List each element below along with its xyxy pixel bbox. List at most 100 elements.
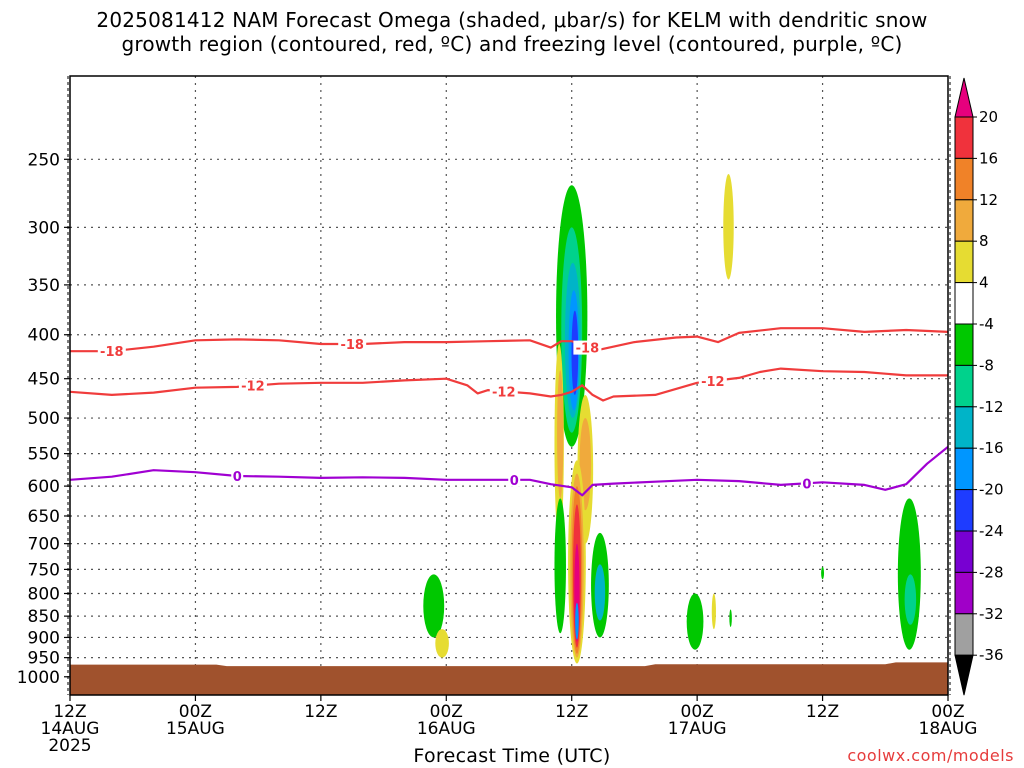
colorbar-bin-8 bbox=[954, 406, 974, 449]
y-tick-label-600: 600 bbox=[28, 477, 60, 497]
x-tick-label-0-1: 14AUG bbox=[41, 719, 100, 739]
x-tick-label-0-0: 12Z bbox=[53, 702, 86, 722]
omega-shading bbox=[423, 173, 921, 664]
contour-label-0-0: -18 bbox=[100, 345, 124, 360]
colorbar-bin-9 bbox=[954, 447, 974, 491]
x-tick-label-60-1: 17AUG bbox=[668, 719, 727, 739]
omega-blob-18 bbox=[423, 574, 445, 638]
omega-blob-22 bbox=[711, 593, 716, 630]
contour-line-2 bbox=[70, 445, 948, 497]
colorbar-label-13: -36 bbox=[979, 646, 1004, 664]
contour-label-bg-2-2 bbox=[800, 476, 813, 491]
y-tick-label-400: 400 bbox=[28, 326, 60, 346]
colorbar-bin-11 bbox=[954, 530, 974, 573]
y-axis-ticks: 2503003504004505005506006507007508008509… bbox=[17, 150, 70, 688]
y-tick-label-1000: 1000 bbox=[17, 668, 60, 688]
chart-title-line-2: growth region (contoured, red, ºC) and f… bbox=[121, 32, 903, 56]
colorbar-label-0: 20 bbox=[979, 108, 998, 126]
plot-frame bbox=[67, 75, 951, 696]
ground-layer bbox=[70, 662, 948, 695]
plot-border bbox=[69, 75, 949, 696]
contour-label-bg-2-0 bbox=[231, 469, 244, 484]
colorbar-label-6: -8 bbox=[979, 356, 994, 374]
y-tick-label-350: 350 bbox=[28, 276, 60, 296]
colorbar-label-7: -12 bbox=[979, 398, 1004, 416]
x-tick-label-36-0: 00Z bbox=[430, 702, 463, 722]
x-tick-label-0-2: 2025 bbox=[48, 736, 91, 756]
omega-blob-23 bbox=[729, 609, 732, 627]
y-tick-label-550: 550 bbox=[28, 445, 60, 465]
y-tick-label-700: 700 bbox=[28, 535, 60, 555]
x-axis-label: Forecast Time (UTC) bbox=[413, 745, 611, 767]
contour-label-bg-1-1 bbox=[489, 384, 518, 399]
contour-label-bg-2-1 bbox=[508, 472, 521, 487]
y-tick-label-450: 450 bbox=[28, 370, 60, 390]
x-tick-label-12-1: 15AUG bbox=[166, 719, 225, 739]
omega-blob-6 bbox=[557, 370, 564, 499]
colorbar-bin-6 bbox=[954, 323, 974, 366]
colorbar-label-4: 4 bbox=[979, 274, 989, 292]
colorbar-bin-2 bbox=[954, 157, 974, 201]
colorbar-bin-1 bbox=[954, 116, 974, 159]
omega-blob-25 bbox=[897, 498, 921, 650]
contour-label-bg-0-0 bbox=[97, 344, 126, 359]
omega-blob-20 bbox=[723, 173, 734, 280]
y-tick-label-900: 900 bbox=[28, 628, 60, 648]
colorbar: 20 16 12 8 4 -4 -8 -12 -16 -20 -24 -28 -32 -36 bbox=[954, 77, 1004, 696]
colorbar-label-2: 12 bbox=[979, 191, 998, 209]
x-tick-label-60-0: 00Z bbox=[681, 702, 714, 722]
y-tick-label-950: 950 bbox=[28, 649, 60, 669]
contour-label-bg-1-2 bbox=[698, 373, 727, 388]
colorbar-label-8: -16 bbox=[979, 439, 1004, 457]
y-tick-label-750: 750 bbox=[28, 560, 60, 580]
contour-label-0-2: -18 bbox=[576, 342, 600, 357]
colorbar-bin-12 bbox=[954, 571, 974, 615]
colorbar-bin-10 bbox=[954, 489, 974, 532]
colorbar-label-10: -24 bbox=[979, 522, 1004, 540]
colorbar-label-9: -20 bbox=[979, 481, 1004, 499]
contour-label-2-1: 0 bbox=[510, 474, 519, 489]
colorbar-label-3: 8 bbox=[979, 232, 989, 250]
colorbar-top-triangle bbox=[954, 77, 974, 118]
y-tick-label-300: 300 bbox=[28, 218, 60, 238]
x-tick-label-84-0: 00Z bbox=[931, 702, 964, 722]
colorbar-bottom-triangle bbox=[954, 654, 974, 696]
y-tick-label-850: 850 bbox=[28, 607, 60, 627]
contour-label-2-0: 0 bbox=[233, 470, 242, 485]
colorbar-label-1: 16 bbox=[979, 149, 998, 167]
x-tick-label-48-0: 12Z bbox=[555, 702, 588, 722]
omega-blob-19 bbox=[435, 629, 449, 658]
chart-title-line-1: 2025081412 NAM Forecast Omega (shaded, μ… bbox=[96, 8, 928, 32]
temperature-contours: -18 -18 -18 -12 -12 -12 0 0 0 bbox=[70, 327, 948, 497]
colorbar-bin-13 bbox=[954, 613, 974, 656]
x-tick-label-84-1: 18AUG bbox=[919, 719, 978, 739]
omega-blob-17 bbox=[594, 564, 606, 621]
contour-label-bg-0-2 bbox=[573, 340, 602, 355]
colorbar-bin-4 bbox=[954, 240, 974, 284]
omega-blob-24 bbox=[821, 566, 825, 580]
colorbar-label-12: -32 bbox=[979, 605, 1004, 623]
x-tick-label-24-0: 12Z bbox=[304, 702, 337, 722]
colorbar-label-5: -4 bbox=[979, 315, 994, 333]
contour-label-bg-1-0 bbox=[238, 378, 267, 393]
credit-text: coolwx.com/models bbox=[847, 746, 1014, 765]
x-tick-label-36-1: 16AUG bbox=[417, 719, 476, 739]
y-tick-label-250: 250 bbox=[28, 150, 60, 170]
y-tick-label-500: 500 bbox=[28, 409, 60, 429]
omega-blob-15 bbox=[554, 498, 566, 634]
omega-blob-26 bbox=[904, 574, 917, 625]
contour-label-1-0: -12 bbox=[241, 380, 265, 395]
omega-blob-14 bbox=[575, 602, 579, 640]
contour-label-2-2: 0 bbox=[802, 477, 811, 492]
y-tick-label-800: 800 bbox=[28, 584, 60, 604]
ground-fill bbox=[70, 662, 948, 695]
contour-label-0-1: -18 bbox=[340, 338, 364, 353]
contour-label-bg-0-1 bbox=[338, 336, 367, 351]
colorbar-bin-7 bbox=[954, 364, 974, 408]
contour-label-1-1: -12 bbox=[492, 385, 516, 400]
contour-line-0 bbox=[70, 327, 948, 353]
colorbar-bin-5 bbox=[954, 282, 974, 325]
contour-label-1-2: -12 bbox=[701, 375, 725, 390]
